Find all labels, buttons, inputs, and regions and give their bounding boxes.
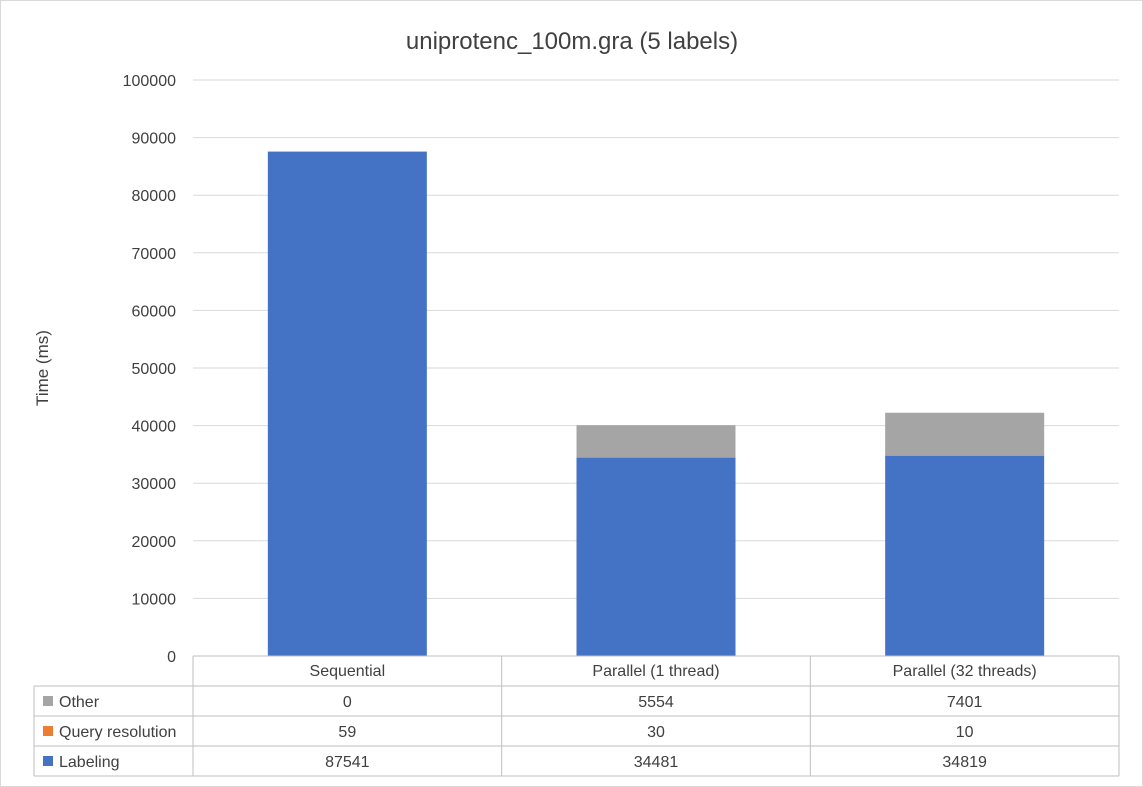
data-value: 10 bbox=[956, 724, 974, 741]
y-tick-label: 20000 bbox=[132, 534, 177, 551]
y-tick-label: 100000 bbox=[123, 73, 176, 90]
bar-segment bbox=[885, 455, 1045, 456]
data-value: 34481 bbox=[634, 754, 679, 771]
legend-swatch bbox=[43, 696, 53, 706]
bar-segment bbox=[885, 412, 1045, 456]
y-tick-labels: 0 10000 20000 30000 40000 50000 60000 70000 8000… bbox=[123, 73, 176, 666]
y-tick-label: 40000 bbox=[132, 419, 177, 436]
data-value: 34819 bbox=[942, 754, 987, 771]
bar-segment bbox=[576, 457, 736, 656]
y-tick-label: 70000 bbox=[132, 246, 177, 263]
y-tick-label: 0 bbox=[167, 649, 176, 666]
y-tick-label: 60000 bbox=[132, 303, 177, 320]
data-value: 59 bbox=[338, 724, 356, 741]
y-tick-label: 80000 bbox=[132, 188, 177, 205]
y-tick-label: 10000 bbox=[132, 591, 177, 608]
legend-label: Query resolution bbox=[59, 724, 176, 741]
data-value: 7401 bbox=[947, 694, 983, 711]
bar-segment bbox=[576, 425, 736, 458]
legend-label: Other bbox=[59, 694, 100, 711]
legend-label: Labeling bbox=[59, 754, 120, 771]
y-axis-title: Time (ms) bbox=[33, 330, 52, 406]
y-tick-label: 30000 bbox=[132, 476, 177, 493]
bars bbox=[267, 151, 1045, 656]
legend-swatch bbox=[43, 756, 53, 766]
data-value: 87541 bbox=[325, 754, 370, 771]
data-table: Sequential Parallel (1 thread) Parallel (3… bbox=[33, 655, 1120, 777]
data-value: 5554 bbox=[638, 694, 674, 711]
bar-segment bbox=[267, 151, 427, 153]
y-tick-label: 50000 bbox=[132, 361, 177, 378]
bar-segment bbox=[576, 457, 736, 458]
bar-segment bbox=[885, 455, 1045, 656]
data-value: 30 bbox=[647, 724, 665, 741]
bar-segment bbox=[267, 151, 427, 656]
category-label: Parallel (32 threads) bbox=[893, 663, 1037, 680]
legend-swatch bbox=[43, 726, 53, 736]
category-label: Parallel (1 thread) bbox=[592, 663, 719, 680]
chart-title: uniprotenc_100m.gra (5 labels) bbox=[406, 28, 738, 55]
category-label: Sequential bbox=[310, 663, 386, 680]
y-tick-label: 90000 bbox=[132, 131, 177, 148]
data-value: 0 bbox=[343, 694, 352, 711]
